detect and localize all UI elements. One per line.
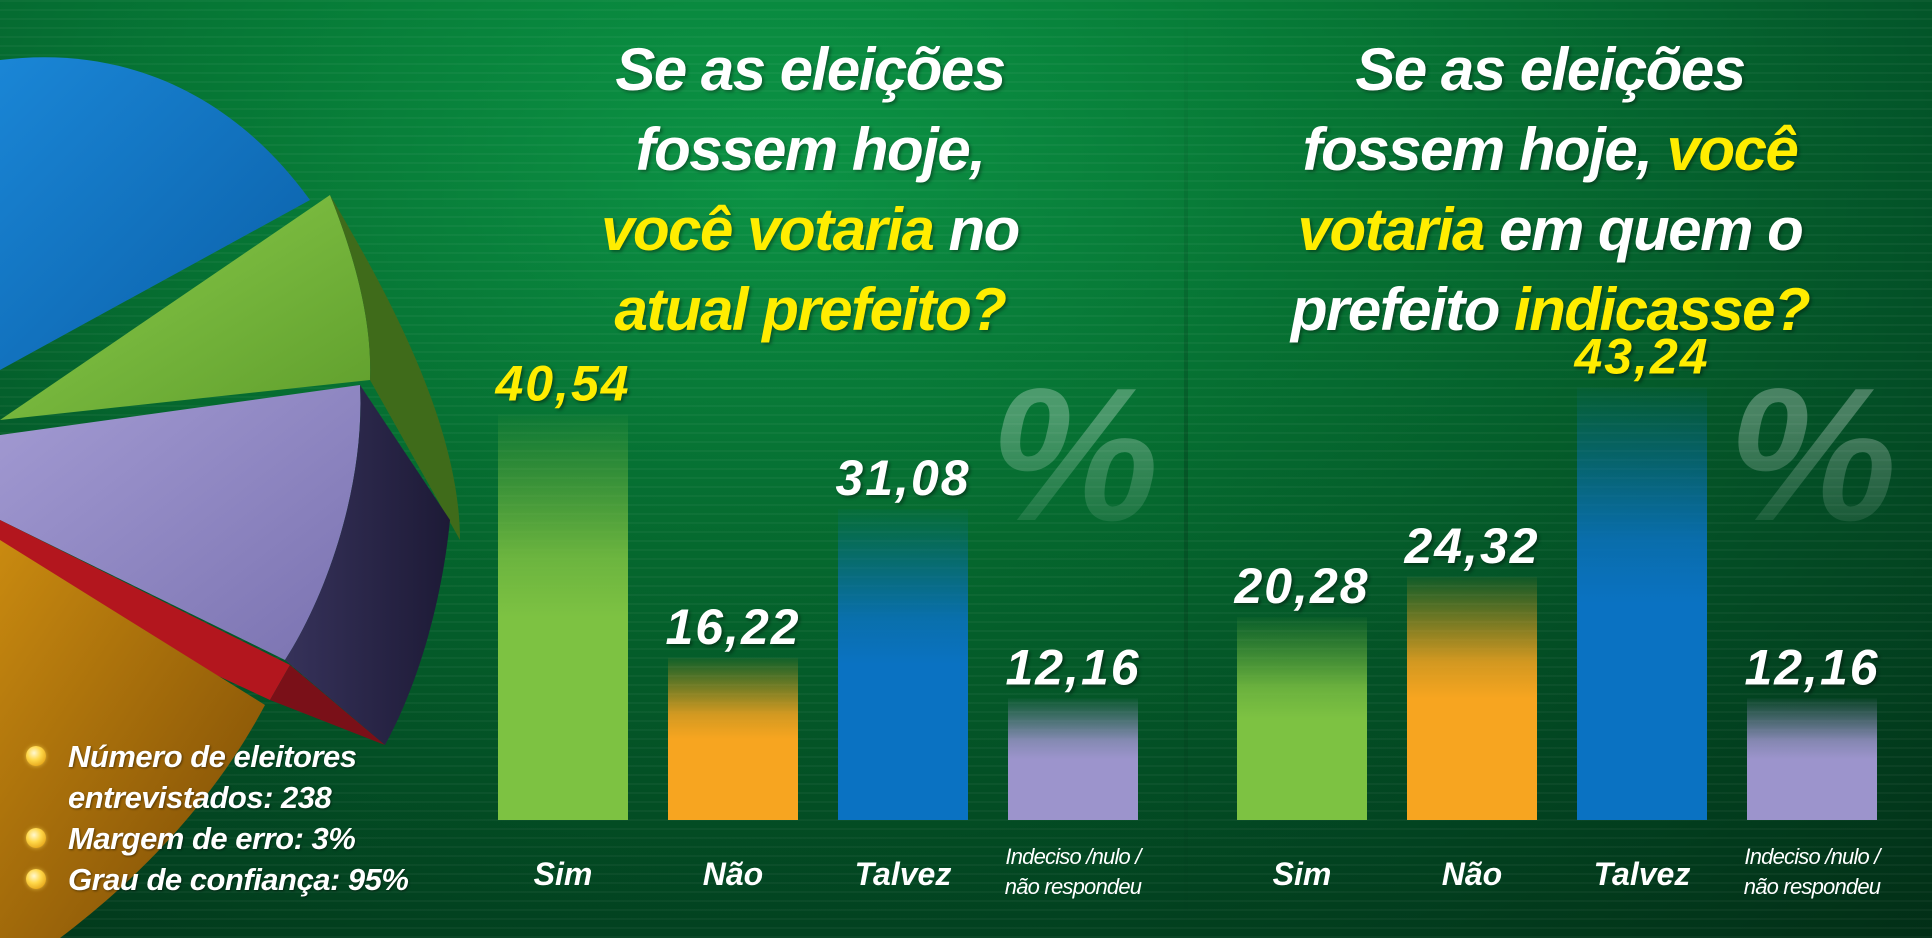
pie-slice-green (0, 195, 371, 420)
pie-slice-orange (0, 540, 265, 938)
title-part: em quem o (1483, 196, 1804, 263)
title-part: Se as eleições (615, 36, 1006, 103)
bar (838, 509, 968, 820)
pie-slice-dark-side (285, 385, 450, 745)
pie-slice-red (0, 520, 290, 700)
chart-2-title: Se as eleições fossem hoje, você votaria e… (1230, 30, 1870, 350)
bar (498, 414, 628, 820)
bullet-icon (26, 869, 46, 889)
percent-symbol-left: % (990, 349, 1159, 561)
decorative-pie-graphic (0, 57, 460, 938)
pie-slice-purple (0, 385, 361, 660)
title-part: prefeito (1290, 276, 1515, 343)
chart-1-title: Se as eleições fossem hoje, você votaria n… (520, 30, 1100, 350)
value-label: 24,32 (1403, 518, 1539, 574)
value-label: 16,22 (665, 599, 800, 655)
category-label: Indeciso /nulo / (1005, 844, 1143, 869)
title-part: fossem hoje, (635, 116, 986, 183)
title-part: Se as eleições (1355, 36, 1746, 103)
value-label: 40,54 (494, 356, 630, 412)
value-label: 12,16 (1744, 639, 1879, 695)
value-label: 43,24 (1573, 329, 1709, 385)
category-label: Sim (1273, 856, 1332, 892)
title-part: indicasse? (1514, 276, 1811, 343)
note-sample-size: Número de eleitores entrevistados: 238 (24, 736, 464, 818)
bar (1577, 387, 1707, 820)
pie-slice-red-side (270, 665, 385, 745)
category-label: não respondeu (1744, 874, 1881, 899)
bullet-icon (26, 746, 46, 766)
category-label: não respondeu (1005, 874, 1142, 899)
category-label: Não (703, 856, 763, 892)
category-label: Indeciso /nulo / (1744, 844, 1882, 869)
category-label: Sim (534, 856, 593, 892)
value-label: 20,28 (1233, 558, 1369, 614)
category-label: Talvez (855, 856, 952, 892)
title-part: você (1651, 116, 1799, 183)
category-label: Talvez (1594, 856, 1691, 892)
title-part: no (933, 196, 1021, 263)
pie-slice-green-side (330, 195, 460, 540)
bar (1237, 617, 1367, 820)
bar (1008, 698, 1138, 820)
bar (1747, 698, 1877, 820)
note-margin-of-error: Margem de erro: 3% (24, 818, 464, 859)
title-part: você votaria (601, 196, 935, 263)
title-part: atual prefeito? (614, 276, 1007, 343)
bar (668, 657, 798, 820)
panel-divider (1184, 0, 1188, 938)
pie-slice-blue (0, 57, 310, 370)
bullet-icon (26, 828, 46, 848)
survey-notes: Número de eleitores entrevistados: 238 M… (24, 736, 464, 900)
title-part: votaria (1297, 196, 1486, 263)
value-label: 31,08 (835, 450, 970, 506)
note-confidence-level: Grau de confiança: 95% (24, 859, 464, 900)
bar (1407, 576, 1537, 820)
title-part: fossem hoje, (1302, 116, 1653, 183)
percent-symbol-right: % (1728, 349, 1897, 561)
value-label: 12,16 (1005, 639, 1140, 695)
category-label: Não (1442, 856, 1502, 892)
